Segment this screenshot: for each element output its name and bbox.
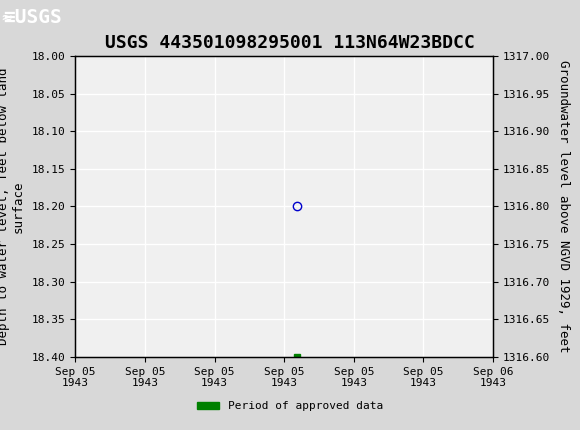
- Text: ≈: ≈: [1, 8, 11, 26]
- Y-axis label: Depth to water level, feet below land
surface: Depth to water level, feet below land su…: [0, 68, 25, 345]
- Y-axis label: Groundwater level above NGVD 1929, feet: Groundwater level above NGVD 1929, feet: [557, 60, 570, 353]
- Legend: Period of approved data: Period of approved data: [193, 397, 387, 416]
- Text: USGS 443501098295001 113N64W23BDCC: USGS 443501098295001 113N64W23BDCC: [105, 34, 475, 52]
- Text: ≡USGS: ≡USGS: [3, 8, 61, 27]
